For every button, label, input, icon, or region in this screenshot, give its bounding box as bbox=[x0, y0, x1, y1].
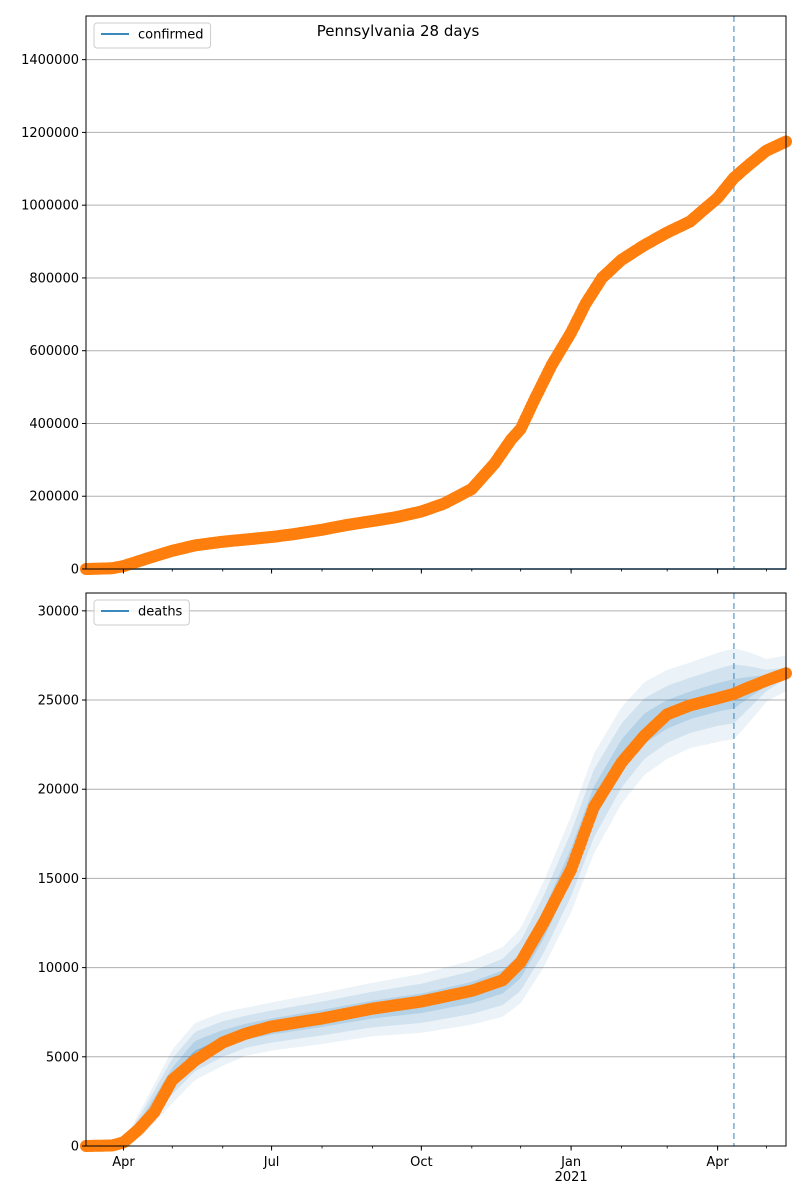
y-tick-label: 30000 bbox=[38, 604, 79, 619]
y-tick-label: 200000 bbox=[29, 490, 79, 505]
y-tick-label: 1400000 bbox=[21, 53, 79, 68]
legend-deaths: deaths bbox=[93, 599, 190, 626]
y-tick-label: 20000 bbox=[38, 783, 79, 798]
y-tick-label: 800000 bbox=[29, 271, 79, 286]
x-tick-label: Jan bbox=[560, 1155, 581, 1170]
confirmed-panel: 0 200000 400000 600000 800000 1000000 1200000 1… bbox=[21, 15, 792, 578]
axes-frame bbox=[85, 592, 787, 1147]
x-tick-label: Apr bbox=[112, 1155, 135, 1170]
x-tick-label: Jul bbox=[263, 1155, 280, 1170]
observed-points bbox=[80, 135, 792, 575]
y-tick-label: 600000 bbox=[29, 344, 79, 359]
x-tick-label: Apr bbox=[706, 1155, 729, 1170]
legend-confirmed: confirmed bbox=[93, 22, 212, 49]
legend-box bbox=[93, 22, 212, 49]
y-tick-label: 400000 bbox=[29, 417, 79, 432]
y-tick-label: 0 bbox=[71, 563, 79, 578]
axes-frame bbox=[85, 15, 787, 570]
x-tick-sublabel: 2021 bbox=[555, 1170, 588, 1185]
y-axis-ticks: 0 200000 400000 600000 800000 1000000 1200000 1… bbox=[21, 53, 86, 578]
grid-lines bbox=[86, 610, 786, 1058]
y-tick-label: 1200000 bbox=[21, 126, 79, 141]
x-axis-ticks bbox=[122, 569, 767, 574]
legend-label: confirmed bbox=[138, 28, 204, 43]
chart-title: Pennsylvania 28 days bbox=[317, 22, 480, 40]
y-tick-label: 1000000 bbox=[21, 199, 79, 214]
x-tick-label: Oct bbox=[410, 1155, 432, 1170]
grid-lines bbox=[86, 59, 786, 497]
legend-box bbox=[93, 599, 190, 626]
y-axis-ticks: 0 5000 10000 15000 20000 25000 30000 bbox=[38, 604, 86, 1155]
legend-label: deaths bbox=[138, 605, 183, 620]
y-tick-label: 10000 bbox=[38, 961, 79, 976]
y-tick-label: 0 bbox=[71, 1140, 79, 1155]
y-tick-label: 5000 bbox=[46, 1050, 79, 1065]
y-tick-label: 15000 bbox=[38, 872, 79, 887]
deaths-panel: 0 5000 10000 15000 20000 25000 30000 Apr Jul Oct… bbox=[38, 592, 792, 1185]
observed-points bbox=[80, 667, 792, 1152]
y-tick-label: 25000 bbox=[38, 694, 79, 709]
